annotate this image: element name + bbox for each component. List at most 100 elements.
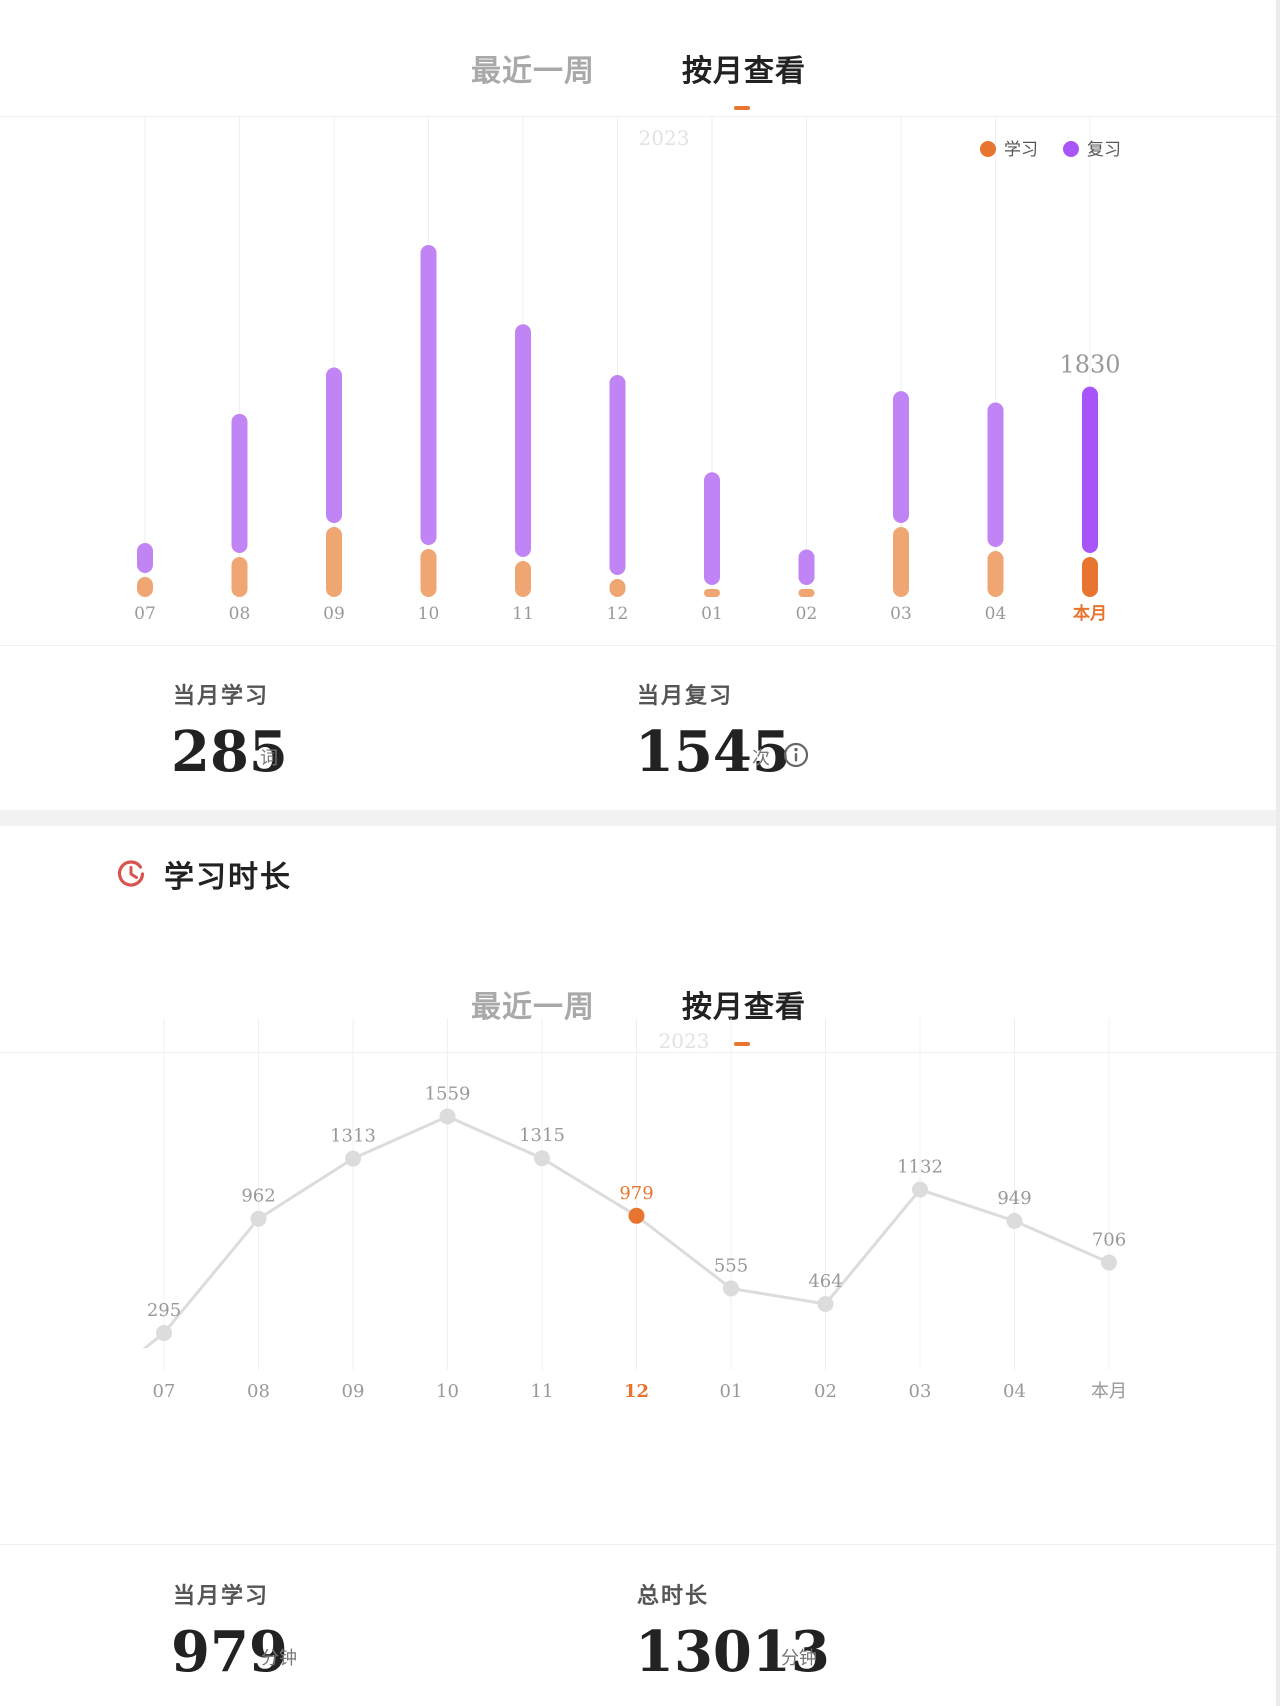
divider [0,1544,1276,1545]
data-label: 1559 [425,1083,471,1104]
learn-label: 当月学习 [173,1583,270,1609]
x-tick-label: 08 [247,1381,270,1402]
section-title: 学习时长 [164,860,292,895]
x-tick-label: 04 [1003,1381,1026,1402]
data-point [1006,1212,1023,1229]
series-line [142,1114,1110,1348]
data-point [534,1150,550,1167]
learn-value: 285 [171,719,288,785]
x-tick-label: 07 [153,1381,176,1402]
review-bar [609,375,626,575]
data-point [156,1324,172,1341]
legend-label: 复习 [1087,140,1121,160]
review-bar [704,472,720,585]
study-duration-icon [117,860,145,887]
x-tick-label: 12 [607,604,629,624]
active-tab-indicator [734,106,750,110]
learn-bar [987,551,1004,597]
review-bar [987,402,1004,547]
x-tick-label: 11 [531,1381,554,1402]
data-point [723,1280,739,1297]
x-tick-label: 11 [512,604,534,624]
data-point [250,1210,267,1227]
study-duration-panel: 最近一周 按月查看 2023 295 962 1313 1559 1315 979 555 46… [0,826,1276,1706]
data-point [345,1150,361,1167]
x-tick-label: 03 [890,604,912,624]
x-tick-label: 09 [323,604,345,624]
legend-dot [1063,141,1079,157]
learn-bar [1082,557,1098,597]
tab-recent-week[interactable]: 最近一周 [471,54,595,89]
data-point [817,1296,834,1313]
learn-label: 当月学习 [173,683,270,709]
x-axis: 07 08 09 10 11 12 01 02 03 04 本月 [153,1348,1127,1402]
data-label: 979 [619,1183,653,1204]
review-bar [515,324,531,557]
total-label: 总时长 [637,1583,710,1609]
bar-value-label: 1830 [1059,351,1120,379]
data-label: 706 [1092,1230,1126,1251]
period-tabs: 最近一周 按月查看 [0,0,1276,117]
review-bar [1082,386,1098,553]
review-bar [798,549,815,585]
x-tick-label: 03 [909,1381,932,1402]
right-border [1276,0,1280,1706]
x-tick-label: 04 [985,604,1007,624]
learn-duration-unit: 分钟 [261,1648,297,1669]
x-tick-label: 本月 [1073,603,1107,624]
review-value: 1545 [635,719,791,785]
duration-line-chart: 2023 295 962 1313 1559 1315 979 555 464 1132 949 70… [142,1018,1126,1348]
x-tick-label: 10 [436,1381,459,1402]
info-icon[interactable] [783,742,809,768]
review-label: 当月复习 [637,683,734,709]
x-tick-label: 08 [229,604,251,624]
learn-bar [231,557,248,597]
learn-bar [326,527,342,597]
data-label: 962 [241,1186,275,1207]
review-unit: 次 [752,748,770,769]
x-tick-label: 01 [701,604,723,624]
data-label: 464 [808,1271,842,1292]
review-bar [326,367,342,523]
data-point [439,1108,456,1125]
data-point [628,1207,645,1224]
review-bar [420,245,437,545]
data-point [912,1181,928,1198]
data-point [1101,1254,1117,1271]
learn-bar [137,577,153,597]
x-tick-label: 01 [720,1381,743,1402]
learn-duration-value: 979 [171,1619,288,1685]
data-label: 1313 [330,1126,376,1147]
tab-by-month[interactable]: 按月查看 [682,54,806,89]
legend-dot [980,141,996,157]
learn-bar [515,561,531,597]
tab-recent-week[interactable]: 最近一周 [471,990,595,1025]
x-tick-label: 10 [418,604,440,624]
x-tick-label: 02 [796,604,818,624]
divider [0,645,1276,646]
data-label: 555 [714,1255,748,1276]
total-duration-unit: 分钟 [781,1648,817,1669]
tab-by-month[interactable]: 按月查看 [682,990,806,1025]
learn-unit: 词 [260,748,278,769]
data-label: 1315 [519,1125,565,1146]
data-label: 295 [147,1300,181,1321]
review-bar [893,391,909,523]
legend-label: 学习 [1004,140,1038,160]
x-tick-label: 07 [134,604,156,624]
learn-bar [420,549,437,597]
data-label: 1132 [897,1157,943,1178]
learn-bar [798,589,815,597]
monthly-words-panel: 最近一周 按月查看 2023 学习 复习 07 08 09 10 11 12 01 02 03 04 本月… [0,0,1276,810]
data-label: 949 [997,1188,1031,1209]
review-bar [231,413,248,553]
active-tab-indicator [734,1042,750,1046]
review-bar [137,543,153,573]
year-label: 2023 [659,1029,710,1053]
x-tick-label: 02 [814,1381,837,1402]
words-bar-chart: 2023 学习 复习 07 08 09 10 11 12 01 02 03 04 本月 1830 [134,117,1121,624]
x-tick-label: 本月 [1091,1381,1127,1402]
total-duration-value: 13013 [635,1619,830,1685]
x-tick-label: 09 [342,1381,365,1402]
x-tick-label: 12 [624,1381,649,1402]
